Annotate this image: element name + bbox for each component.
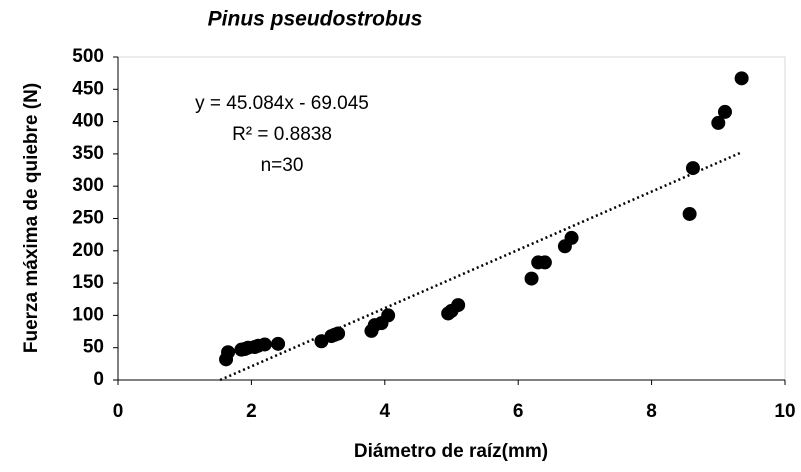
y-tick-label: 350	[72, 143, 104, 164]
x-axis-label: Diámetro de raíz(mm)	[354, 441, 548, 462]
point	[381, 308, 396, 323]
point	[271, 336, 286, 351]
x-tick-label: 0	[113, 401, 124, 422]
y-tick-label: 100	[72, 304, 104, 325]
point	[221, 345, 236, 360]
x-tick-label: 6	[513, 401, 524, 422]
y-tick-label: 200	[72, 240, 104, 261]
trend-r2: R² = 0.8838	[232, 124, 332, 145]
point	[711, 115, 726, 130]
y-tick-label: 400	[72, 111, 104, 132]
x-tick-label: 4	[380, 401, 391, 422]
x-tick-label: 8	[646, 401, 657, 422]
point	[537, 255, 552, 270]
trendline	[219, 151, 743, 382]
trend-equation: y = 45.084x - 69.045	[195, 93, 369, 114]
y-tick-label: 0	[93, 369, 104, 390]
point	[451, 298, 466, 313]
point	[257, 337, 272, 352]
x-tick-label: 2	[246, 401, 257, 422]
point	[734, 71, 749, 86]
y-tick-label: 300	[72, 175, 104, 196]
point	[685, 161, 700, 176]
chart-title: Pinus pseudostrobus	[208, 8, 423, 31]
point	[524, 271, 539, 286]
y-tick-label: 150	[72, 272, 104, 293]
trend-n: n=30	[261, 155, 304, 176]
point	[564, 230, 579, 245]
point	[682, 206, 697, 221]
y-axis-label: Fuerza máxima de quiebre (N)	[21, 83, 42, 353]
y-tick-label: 50	[83, 337, 104, 358]
y-tick-label: 250	[72, 208, 104, 229]
point	[331, 326, 346, 341]
x-tick-label: 10	[774, 401, 795, 422]
y-tick-label: 500	[72, 46, 104, 67]
y-tick-label: 450	[72, 78, 104, 99]
point	[717, 104, 732, 119]
